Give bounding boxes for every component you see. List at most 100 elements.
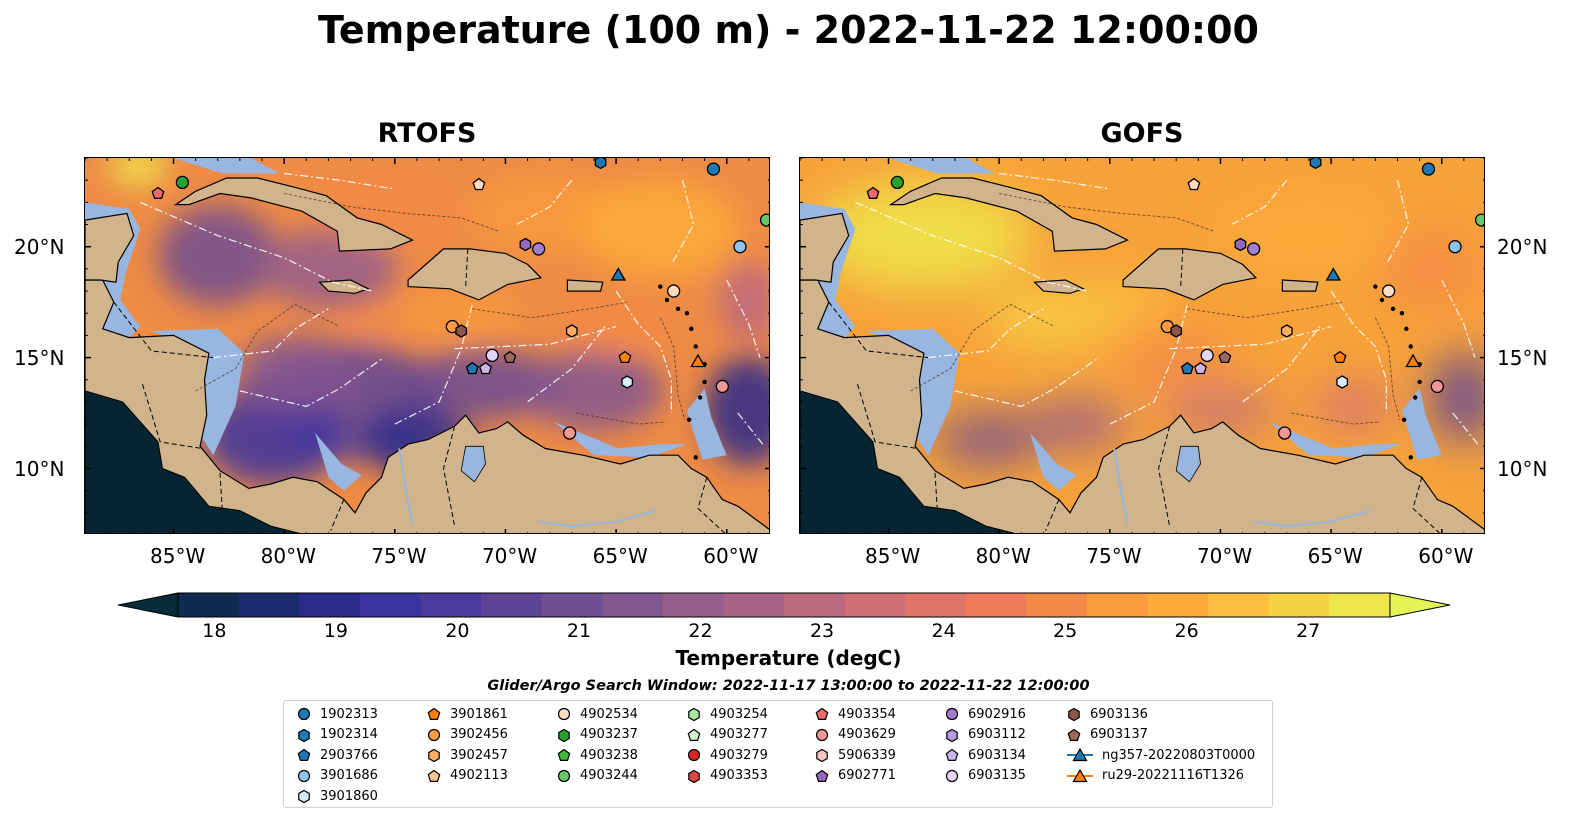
float-marker-22 <box>562 426 577 440</box>
colorbar-label: Temperature (degC) <box>675 646 902 670</box>
legend-label: 6903135 <box>968 768 1026 783</box>
map-canvas-rtofs <box>85 158 769 533</box>
lon-tick-label: 75°W <box>1086 544 1142 568</box>
float-marker-17 <box>503 350 517 364</box>
lat-tick-label-right: 10°N <box>1497 456 1548 481</box>
colorbar-tick-label: 22 <box>688 620 713 642</box>
float-marker-9 <box>610 267 627 281</box>
legend-item: 4903277 <box>686 725 768 745</box>
float-marker-21 <box>715 379 729 394</box>
legend-item: 6903137 <box>1066 725 1148 745</box>
legend-label: 6903136 <box>1090 706 1148 722</box>
lon-tick-label: 70°W <box>1196 544 1253 568</box>
float-marker-12 <box>455 324 468 338</box>
legend-label: 4903354 <box>838 706 896 722</box>
legend-label: 4903279 <box>710 747 768 763</box>
legend-marker-icon <box>428 748 440 763</box>
float-marker-13 <box>565 324 578 338</box>
legend-marker-icon <box>688 707 700 722</box>
float-marker-0 <box>151 186 165 199</box>
float-marker-2 <box>1187 177 1201 191</box>
legend-label: 4902113 <box>450 768 508 783</box>
lat-tick-label-left: 15°N <box>14 346 65 371</box>
float-marker-6 <box>1448 240 1462 254</box>
legend-item: 4902113 <box>426 766 508 786</box>
legend-item: 4903354 <box>814 704 896 724</box>
legend-label: 1902313 <box>320 706 378 722</box>
map-panel-gofs[interactable] <box>799 157 1485 534</box>
legend-item: 4903254 <box>686 704 768 724</box>
legend-marker-icon <box>427 728 441 741</box>
legend-label: 6903137 <box>1090 727 1148 742</box>
colorbar-tick-label: 18 <box>202 620 227 642</box>
float-marker-0 <box>866 186 880 199</box>
legend-marker-icon <box>945 748 959 761</box>
float-marker-19 <box>1405 353 1421 368</box>
legend-label: 2903766 <box>320 747 378 763</box>
legend-item: ng357-20220803T0000 <box>1066 745 1255 765</box>
legend-label: 4903254 <box>710 706 768 722</box>
colorbar-tick-label: 23 <box>809 620 835 642</box>
legend-marker-icon <box>1067 728 1081 741</box>
float-marker-1 <box>890 175 905 190</box>
legend-marker-icon <box>298 728 310 742</box>
float-marker-4 <box>706 162 721 176</box>
colorbar-tick-label: 25 <box>1053 620 1078 642</box>
float-marker-12 <box>1170 324 1183 338</box>
legend-label: 4903244 <box>580 768 638 783</box>
lon-tick-label: 85°W <box>865 544 921 568</box>
legend-label: 3902456 <box>450 727 508 742</box>
legend-marker-icon <box>815 769 829 782</box>
panel-title-rtofs: RTOFS <box>377 118 477 149</box>
legend-item: 4903279 <box>686 745 768 765</box>
legend-label: 6902771 <box>838 768 896 783</box>
legend-marker-icon <box>558 728 570 742</box>
lon-tick-label: 60°W <box>703 544 759 568</box>
legend-label: 3901860 <box>320 788 378 804</box>
legend-item: 3901861 <box>426 704 508 724</box>
float-marker-5 <box>1474 213 1484 227</box>
float-marker-7 <box>1234 237 1247 252</box>
float-marker-4 <box>1421 162 1436 176</box>
legend-item: 1902314 <box>296 725 378 745</box>
float-marker-15 <box>1194 361 1207 375</box>
legend-item: 6902916 <box>944 704 1026 724</box>
float-marker-15 <box>479 361 492 375</box>
legend-marker-icon <box>687 748 701 762</box>
legend-item: 1902313 <box>296 704 378 724</box>
legend-label: 5906339 <box>838 747 896 763</box>
legend-marker-icon <box>688 769 700 783</box>
lon-tick-label: 65°W <box>592 544 648 568</box>
float-marker-14 <box>1180 361 1194 375</box>
colorbar-tick-label: 27 <box>1296 620 1321 642</box>
legend-label: 4903238 <box>580 747 638 763</box>
colorbar-tick-label: 21 <box>566 620 592 642</box>
map-panel-rtofs[interactable] <box>84 157 770 534</box>
legend-item: 6902771 <box>814 766 896 786</box>
legend-marker-icon <box>945 769 959 782</box>
legend-item: 5906339 <box>814 745 896 765</box>
float-marker-8 <box>531 242 546 256</box>
legend-item: 4902534 <box>556 704 638 724</box>
float-marker-3 <box>1309 158 1322 170</box>
float-marker-20 <box>1336 375 1349 389</box>
float-marker-10 <box>666 284 681 298</box>
lon-tick-label: 75°W <box>371 544 427 568</box>
legend-item: 6903134 <box>944 745 1026 765</box>
legend-label: ru29-20221116T1326 <box>1102 768 1245 783</box>
legend-marker-icon <box>427 707 441 720</box>
legend-item: 4903629 <box>814 725 896 745</box>
float-marker-18 <box>618 350 632 364</box>
map-canvas-gofs <box>800 158 1484 533</box>
panel-title-gofs: GOFS <box>1100 118 1184 149</box>
legend-label: 1902314 <box>320 727 378 742</box>
float-marker-16 <box>485 348 499 363</box>
colorbar-tick-label: 24 <box>931 620 956 642</box>
legend-item: 4903238 <box>556 745 638 765</box>
legend-label: 4903629 <box>838 727 896 742</box>
legend-marker-icon <box>557 769 571 782</box>
lat-tick-label-right: 20°N <box>1497 235 1548 260</box>
float-marker-7 <box>519 237 532 252</box>
float-marker-1 <box>175 175 190 190</box>
lon-tick-label: 80°W <box>975 544 1031 568</box>
